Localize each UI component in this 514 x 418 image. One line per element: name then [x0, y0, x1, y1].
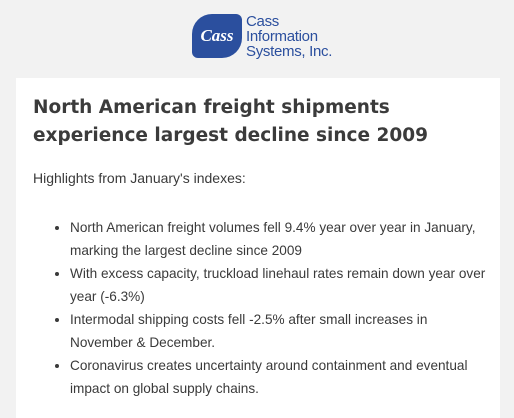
article-title: North American freight shipments experie… — [33, 97, 429, 146]
bullet-item: Coronavirus creates uncertainty around c… — [70, 354, 490, 400]
logo-line: Information — [246, 28, 318, 45]
bullet-item: Intermodal shipping costs fell -2.5% aft… — [70, 308, 490, 354]
bullet-item: With excess capacity, truckload linehaul… — [70, 262, 490, 308]
logo-text: Cass Information Systems, Inc. — [246, 14, 332, 59]
email-page: Cass Cass Information Systems, Inc. Nort… — [0, 0, 514, 407]
content-card: North American freight shipments experie… — [16, 78, 500, 418]
bullet-item: North American freight volumes fell 9.4%… — [70, 216, 490, 262]
logo-line: Cass — [246, 13, 279, 30]
logo-line: Systems, Inc. — [246, 43, 333, 60]
bullet-list: North American freight volumes fell 9.4%… — [52, 216, 490, 400]
logo-mark: Cass — [192, 14, 242, 58]
logo: Cass Cass Information Systems, Inc. — [192, 12, 352, 62]
intro-text: Highlights from January's indexes: — [33, 170, 246, 186]
